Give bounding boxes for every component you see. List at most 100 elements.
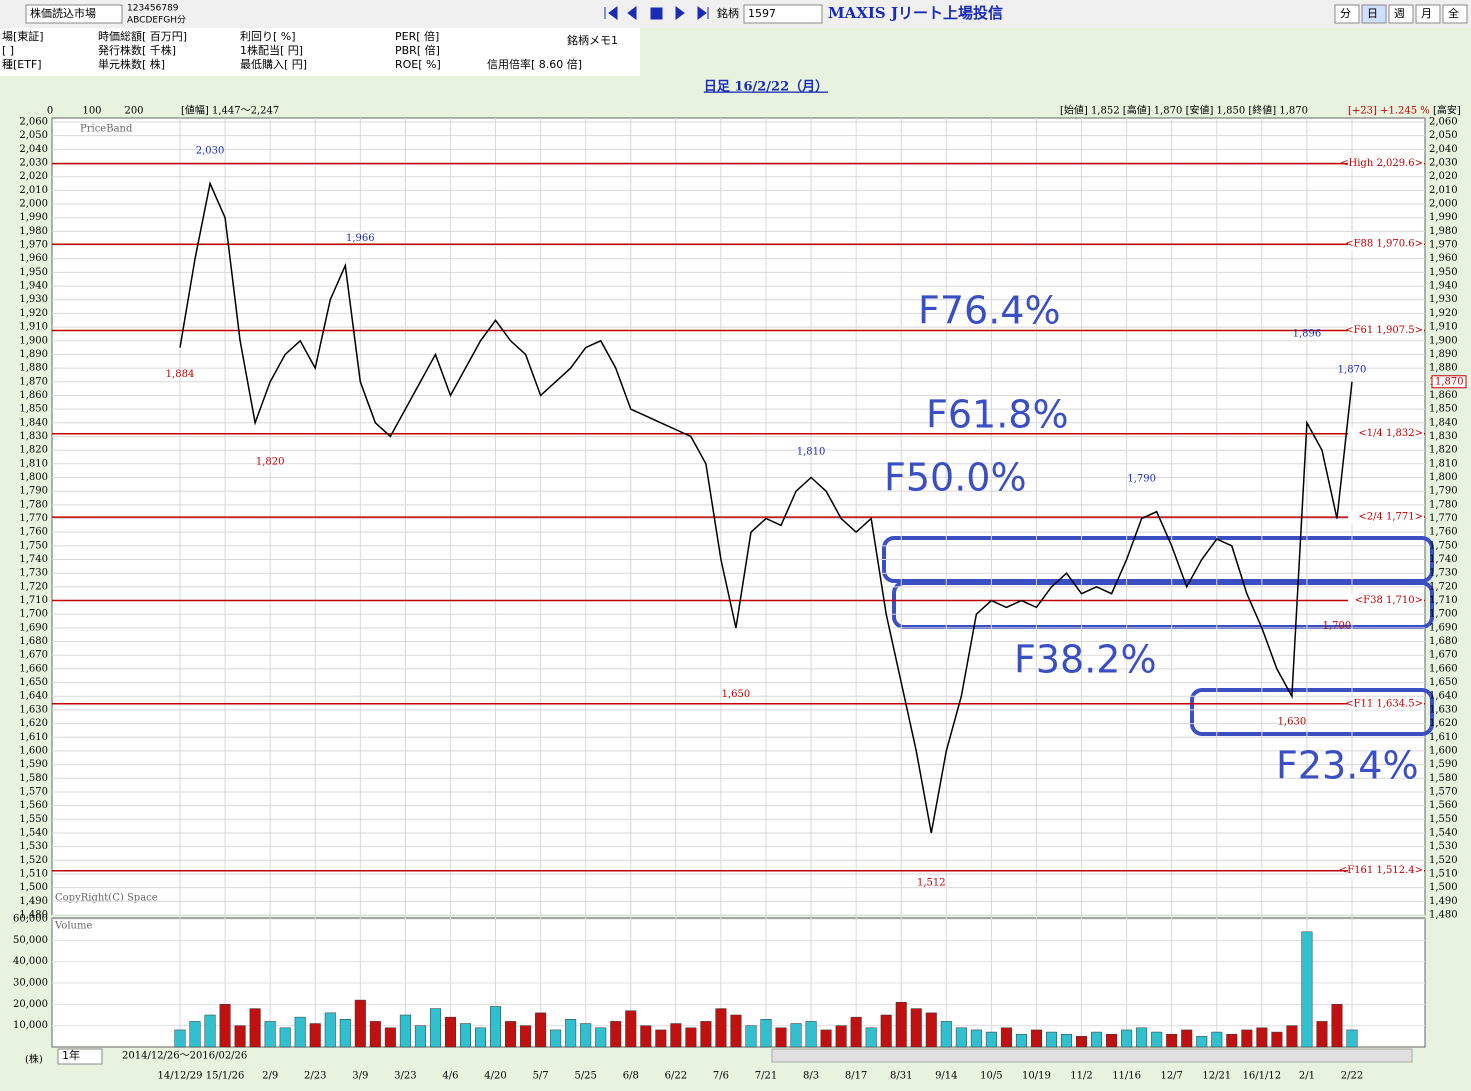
volume-bar: [399, 1014, 411, 1048]
volume-bar: [429, 1008, 441, 1048]
x-tick-label: 12/21: [1202, 1071, 1231, 1082]
level-label: <F11 1,634.5>: [1345, 698, 1423, 709]
y-tick-label: 1,720: [19, 581, 48, 592]
scrollbar[interactable]: [771, 1048, 1413, 1063]
peak-label: 2,030: [196, 146, 225, 157]
y-tick-label-right: 2,000: [1429, 199, 1458, 210]
y-tick-label-right: 1,900: [1429, 335, 1458, 346]
period-button[interactable]: [1442, 4, 1468, 24]
digits: 123456789: [127, 4, 179, 14]
y-tick-label: 2,010: [19, 185, 48, 196]
peak-label: 1,870: [1338, 364, 1367, 375]
volume-tick-label: 50,000: [13, 935, 48, 946]
y-tick-label-right: 2,040: [1429, 144, 1458, 155]
y-tick-label-right: 1,700: [1429, 609, 1458, 620]
y-tick-label-right: 1,640: [1429, 691, 1458, 702]
y-tick-label-right: 1,970: [1429, 240, 1458, 251]
period-button[interactable]: [1334, 4, 1360, 24]
code-input[interactable]: [743, 4, 823, 24]
y-tick-label-right: 1,510: [1429, 868, 1458, 879]
info-field: 種[ETF]: [2, 57, 42, 71]
volume-bar: [550, 1029, 562, 1048]
y-tick-label-right: 1,500: [1429, 882, 1458, 893]
market-select[interactable]: [25, 4, 123, 24]
y-tick-label: 1,760: [19, 527, 48, 538]
volume-bar: [1346, 1029, 1358, 1048]
volume-bar: [1061, 1033, 1073, 1048]
y-tick-label-right: 1,690: [1429, 622, 1458, 633]
x-tick-label: 2/9: [262, 1071, 278, 1082]
y-tick-label: 1,500: [19, 882, 48, 893]
volume-bar: [204, 1014, 216, 1048]
info-field: 場[東証]: [2, 30, 44, 43]
y-tick-label: 1,810: [19, 458, 48, 469]
volume-bar: [745, 1025, 757, 1048]
y-tick-label-right: 1,590: [1429, 759, 1458, 770]
volume-bar: [610, 1021, 622, 1048]
nav-buttons[interactable]: [604, 6, 709, 20]
volume-bar: [940, 1021, 952, 1048]
y-tick-label: 1,560: [19, 800, 48, 811]
span: 1年: [62, 1048, 80, 1062]
span-select[interactable]: [57, 1048, 103, 1065]
date-range: 2014/12/26〜2016/02/26: [122, 1051, 247, 1062]
period-button[interactable]: [1361, 4, 1387, 24]
fib-annotation: F23.4%: [1276, 744, 1419, 788]
volume-bar: [490, 1006, 502, 1048]
y-tick-label-right: 1,660: [1429, 663, 1458, 674]
y-tick-label-right: 1,770: [1429, 513, 1458, 524]
band-axis-label: 100: [82, 106, 101, 117]
peak-label: 1,884: [166, 369, 195, 380]
level-label: <F88 1,970.6>: [1345, 239, 1423, 250]
x-tick-label: 5/7: [533, 1071, 549, 1082]
period-button[interactable]: [1388, 4, 1414, 24]
volume-bar: [219, 1004, 231, 1048]
x-tick-label: 15/1/26: [206, 1071, 245, 1082]
peak-label: 1,820: [256, 457, 285, 468]
y-tick-label: 1,580: [19, 773, 48, 784]
y-tick-label: 1,990: [19, 212, 48, 223]
volume-bar: [324, 1012, 336, 1048]
volume-bar: [294, 1016, 306, 1048]
y-tick-label: 1,630: [19, 704, 48, 715]
info-field: ROE[ %]: [395, 58, 441, 71]
info-field: 時価総額[ 百万円]: [98, 29, 187, 43]
volume-bar: [414, 1025, 426, 1048]
band-label: PriceBand: [80, 124, 133, 135]
band-axis-label: 200: [124, 106, 143, 117]
y-tick-label-right: 1,720: [1429, 581, 1458, 592]
y-tick-label-right: 1,480: [1429, 910, 1458, 921]
level-label: <High 2,029.6>: [1340, 158, 1423, 169]
memo: 銘柄メモ1: [567, 33, 618, 47]
level-label-bg: [1348, 157, 1424, 170]
y-tick-label-right: 1,960: [1429, 253, 1458, 264]
volume-bar: [850, 1016, 862, 1048]
level-label-bg: [1348, 427, 1424, 440]
peak-label: 1,630: [1278, 716, 1307, 727]
y-tick-label-right: 1,980: [1429, 226, 1458, 237]
info-field: 発行株数[ 千株]: [98, 43, 176, 57]
volume-bar: [1211, 1031, 1223, 1048]
toolbar: [0, 0, 1471, 28]
info-field: 最低購入[ 円]: [240, 57, 307, 71]
period-button[interactable]: [1415, 4, 1441, 24]
volume-bar: [715, 1008, 727, 1048]
y-tick-label-right: 1,930: [1429, 294, 1458, 305]
y-tick-label: 1,620: [19, 718, 48, 729]
y-tick-label: 1,600: [19, 745, 48, 756]
info-field: PER[ 倍]: [395, 29, 439, 43]
highlow-text: [高安]: [1433, 104, 1461, 117]
x-tick-label: 2/22: [1341, 1071, 1363, 1082]
y-tick-label-right: 1,790: [1429, 486, 1458, 497]
level-label: <F61 1,907.5>: [1345, 325, 1423, 336]
level-label: <2/4 1,771>: [1358, 512, 1423, 523]
y-tick-label-right: 1,890: [1429, 349, 1458, 360]
y-tick-label: 1,780: [19, 499, 48, 510]
period-label: 分: [1340, 7, 1351, 20]
volume-bar: [1301, 931, 1313, 1048]
y-tick-label: 1,820: [19, 445, 48, 456]
y-tick-label: 1,710: [19, 595, 48, 606]
volume-bar: [595, 1027, 607, 1048]
y-tick-label: 1,870: [19, 376, 48, 387]
